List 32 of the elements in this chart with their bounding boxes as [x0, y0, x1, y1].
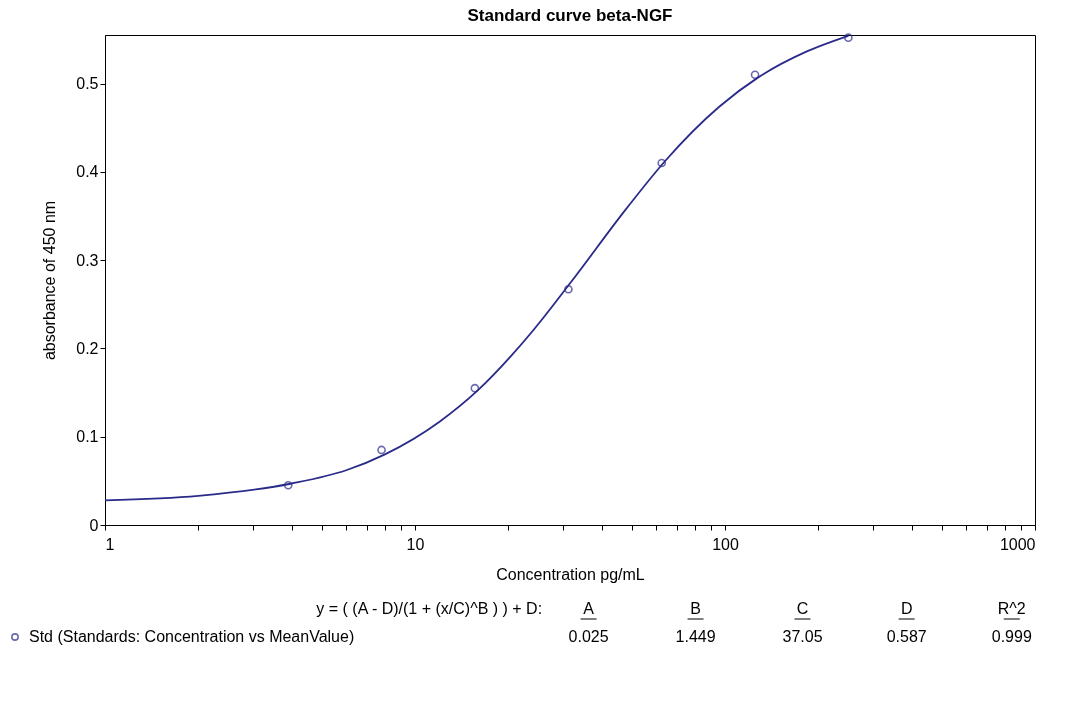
text: B: [690, 600, 701, 617]
x-tick-label: 100: [712, 535, 739, 553]
legend-label: Std (Standards: Concentration vs MeanValue): [29, 628, 355, 645]
x-axis-title: Concentration pg/mL: [496, 565, 645, 583]
point: [564, 284, 573, 294]
y-tick-label: 0.1: [76, 428, 99, 446]
text: 0.025: [568, 628, 609, 645]
x-tick-label: 1000: [999, 535, 1036, 553]
text: y = ( (A - D)/(1 + (x/C)^B ) ) + D:: [316, 600, 543, 617]
y-tick-label: 0.4: [76, 163, 99, 181]
text: C: [796, 600, 809, 617]
point: [377, 445, 386, 455]
y-tick-label: 0.2: [76, 339, 99, 357]
text: 0.587: [886, 628, 927, 645]
point: [657, 158, 667, 168]
point: [844, 33, 853, 42]
text: D: [900, 600, 913, 617]
y-tick-label: 0.3: [76, 251, 99, 269]
x-tick-label: 1: [105, 535, 115, 553]
point: [750, 70, 760, 80]
y-axis-title: absorbance of 450 nm: [41, 200, 59, 361]
text: R^2: [997, 600, 1026, 617]
point: [283, 480, 293, 490]
text: A: [583, 600, 595, 617]
y-tick-label: 0: [89, 516, 99, 534]
text: 0.999: [991, 628, 1032, 645]
chart-title: Standard curve beta-NGF: [467, 5, 673, 25]
point: [470, 383, 480, 393]
text: 37.05: [782, 628, 823, 645]
text: 1.449: [675, 628, 716, 645]
x-tick-label: 10: [406, 535, 425, 553]
y-tick-label: 0.5: [76, 75, 99, 93]
